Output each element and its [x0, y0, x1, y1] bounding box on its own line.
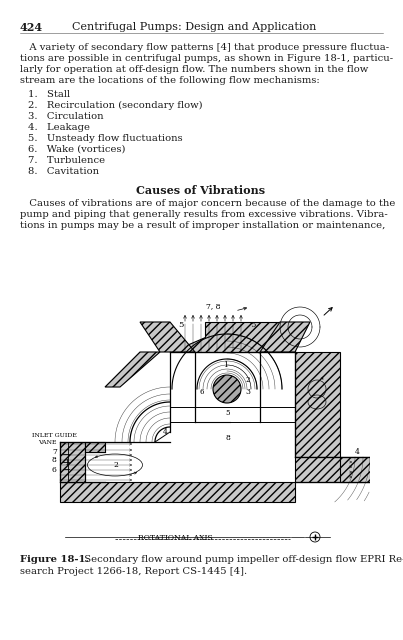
Text: pump and piping that generally results from excessive vibrations. Vibra-: pump and piping that generally results f…	[20, 210, 388, 219]
Text: 3.   Circulation: 3. Circulation	[28, 112, 104, 121]
Text: 1.   Stall: 1. Stall	[28, 90, 70, 99]
Text: 5.   Unsteady flow fluctuations: 5. Unsteady flow fluctuations	[28, 134, 183, 143]
Polygon shape	[140, 322, 195, 352]
Text: stream are the locations of the following flow mechanisms:: stream are the locations of the followin…	[20, 76, 320, 85]
Text: Centrifugal Pumps: Design and Application: Centrifugal Pumps: Design and Applicatio…	[72, 22, 316, 32]
Text: 4: 4	[163, 428, 168, 436]
Circle shape	[213, 375, 241, 403]
Text: 3: 3	[245, 388, 250, 396]
Text: 1: 1	[64, 459, 69, 467]
Text: VANE: VANE	[38, 440, 56, 445]
Polygon shape	[85, 442, 105, 452]
Text: 6.   Wake (vortices): 6. Wake (vortices)	[28, 145, 125, 154]
Text: 6: 6	[200, 388, 204, 396]
Text: larly for operation at off-design flow. The numbers shown in the flow: larly for operation at off-design flow. …	[20, 65, 368, 74]
Text: 7: 7	[52, 448, 57, 456]
Text: tions are possible in centrifugal pumps, as shown in Figure 18-1, particu-: tions are possible in centrifugal pumps,…	[20, 54, 393, 63]
Polygon shape	[170, 322, 295, 352]
Text: 5: 5	[225, 409, 229, 417]
Text: Causes of Vibrations: Causes of Vibrations	[137, 185, 266, 196]
Polygon shape	[295, 457, 370, 482]
Text: 424: 424	[20, 22, 43, 33]
Polygon shape	[260, 322, 310, 352]
Text: 8: 8	[225, 434, 230, 442]
Text: 7.   Turbulence: 7. Turbulence	[28, 156, 105, 165]
Polygon shape	[295, 352, 340, 457]
Polygon shape	[60, 482, 295, 502]
Text: ROTATIONAL AXIS: ROTATIONAL AXIS	[138, 534, 212, 542]
Text: 8: 8	[52, 456, 57, 464]
Text: 2: 2	[114, 461, 118, 469]
Text: tions in pumps may be a result of improper installation or maintenance,: tions in pumps may be a result of improp…	[20, 221, 385, 230]
Text: INLET GUIDE: INLET GUIDE	[32, 433, 77, 438]
Text: 2.   Recirculation (secondary flow): 2. Recirculation (secondary flow)	[28, 101, 203, 110]
Text: 6: 6	[52, 466, 57, 474]
Text: 4: 4	[355, 448, 360, 456]
Text: 8.   Cavitation: 8. Cavitation	[28, 167, 99, 176]
Text: search Project 1266-18, Report CS-1445 [4].: search Project 1266-18, Report CS-1445 […	[20, 567, 247, 576]
Text: Causes of vibrations are of major concern because of the damage to the: Causes of vibrations are of major concer…	[20, 199, 395, 208]
Text: 1: 1	[223, 361, 228, 369]
Text: 4.   Leakage: 4. Leakage	[28, 123, 90, 132]
Text: ’5: ’5	[249, 321, 256, 329]
Text: Secondary flow around pump impeller off-design flow EPRI Re-: Secondary flow around pump impeller off-…	[78, 555, 403, 564]
Text: 7, 8: 7, 8	[206, 302, 220, 310]
Polygon shape	[60, 442, 85, 482]
Text: Figure 18-1.: Figure 18-1.	[20, 555, 89, 564]
Text: 5: 5	[178, 321, 183, 329]
Text: A variety of secondary flow patterns [4] that produce pressure fluctua-: A variety of secondary flow patterns [4]…	[20, 43, 389, 52]
Polygon shape	[340, 457, 370, 482]
Text: 2: 2	[245, 376, 249, 384]
Polygon shape	[105, 352, 160, 387]
